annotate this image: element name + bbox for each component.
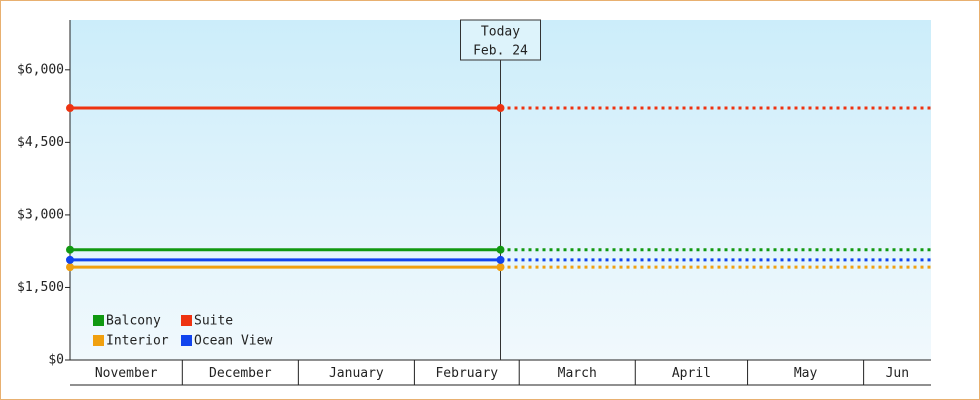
legend-label: Interior xyxy=(106,334,169,349)
x-tick-label: Jun xyxy=(886,366,909,381)
series-point xyxy=(66,104,74,113)
today-box xyxy=(460,19,541,61)
y-tick-label: $6,000 xyxy=(17,62,64,77)
y-tick-label: $3,000 xyxy=(17,207,64,222)
legend-label: Balcony xyxy=(106,314,161,329)
y-tick-label: $1,500 xyxy=(17,280,64,295)
series-point xyxy=(496,245,505,254)
legend-swatch xyxy=(181,335,192,346)
series-point xyxy=(66,255,74,264)
today-label: Today xyxy=(481,25,520,40)
legend-label: Suite xyxy=(194,314,233,329)
series-point xyxy=(496,255,505,264)
legend-swatch xyxy=(93,335,104,346)
series-point xyxy=(496,104,505,113)
legend-label: Ocean View xyxy=(194,334,272,349)
y-tick-label: $0 xyxy=(48,353,64,368)
series-point xyxy=(496,263,505,272)
today-label: Feb. 24 xyxy=(473,44,528,59)
x-tick-label: March xyxy=(558,366,597,381)
series-point xyxy=(66,245,74,254)
legend-swatch xyxy=(181,315,192,326)
x-tick-label: December xyxy=(209,366,272,381)
x-tick-label: February xyxy=(435,366,498,381)
y-tick-label: $4,500 xyxy=(17,135,64,150)
x-tick-label: May xyxy=(794,366,818,381)
x-tick-label: January xyxy=(329,366,384,381)
legend-swatch xyxy=(93,315,104,326)
x-tick-label: November xyxy=(95,366,158,381)
series-point xyxy=(66,263,74,272)
x-tick-label: April xyxy=(672,366,711,381)
